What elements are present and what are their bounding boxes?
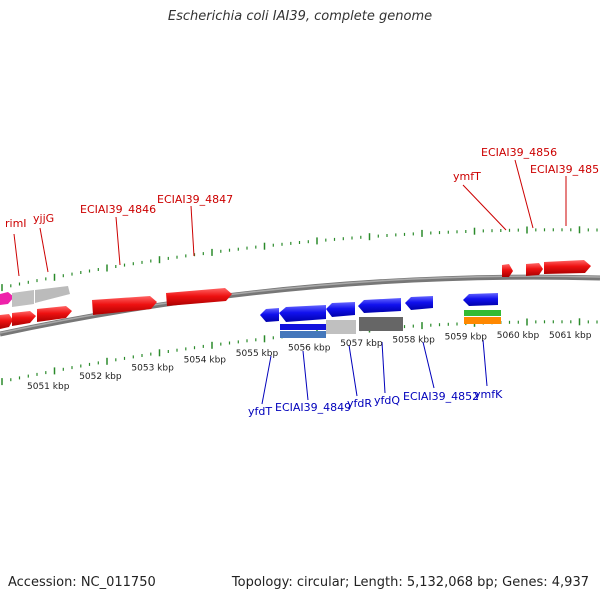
gene-feature[interactable] bbox=[526, 263, 543, 276]
gene-feature[interactable] bbox=[326, 320, 356, 334]
gene-feature[interactable] bbox=[37, 306, 72, 322]
genome-summary-text: Topology: circular; Length: 5,132,068 bp… bbox=[231, 575, 589, 590]
genome-backbone bbox=[0, 274, 600, 337]
scale-label: 5051 kbp bbox=[27, 382, 70, 392]
gene-label[interactable]: yfdR bbox=[347, 397, 372, 410]
gene-feature[interactable] bbox=[326, 302, 355, 317]
reverse-tick-track bbox=[1, 318, 598, 386]
scale-label: 5055 kbp bbox=[236, 349, 279, 359]
scale-label: 5060 kbp bbox=[497, 331, 540, 341]
gene-label[interactable]: yfdT bbox=[248, 405, 272, 418]
scale-labels: 5051 kbp 5052 kbp 5053 kbp 5054 kbp 5055 kbp… bbox=[27, 331, 592, 392]
gene-feature[interactable] bbox=[544, 260, 591, 274]
gene-feature[interactable] bbox=[464, 310, 501, 316]
scale-label: 5061 kbp bbox=[549, 331, 592, 341]
gene-label[interactable]: ECIAI39_4846 bbox=[80, 203, 156, 216]
gene-feature[interactable] bbox=[12, 311, 36, 326]
gene-label[interactable]: ECIAI39_4857 bbox=[530, 163, 600, 176]
scale-label: 5052 kbp bbox=[79, 372, 122, 382]
gene-label[interactable]: yjjG bbox=[33, 212, 54, 225]
gene-feature[interactable] bbox=[12, 290, 34, 307]
page-title: Escherichia coli IAI39, complete genome bbox=[167, 9, 433, 24]
scale-label: 5058 kbp bbox=[392, 335, 435, 345]
gene-label[interactable]: ECIAI39_4852 bbox=[403, 390, 479, 403]
gene-feature[interactable] bbox=[464, 317, 501, 324]
forward-features bbox=[0, 260, 591, 329]
reverse-features bbox=[260, 293, 501, 338]
gene-label[interactable]: yfdQ bbox=[374, 394, 400, 407]
gene-feature[interactable] bbox=[92, 296, 157, 315]
scale-label: 5053 kbp bbox=[131, 363, 174, 373]
scale-label: 5057 kbp bbox=[340, 339, 383, 349]
gene-label[interactable]: ymfT bbox=[453, 170, 481, 183]
scale-label: 5056 kbp bbox=[288, 343, 331, 353]
gene-feature[interactable] bbox=[405, 296, 433, 310]
gene-feature[interactable] bbox=[280, 331, 326, 338]
gene-feature[interactable] bbox=[0, 292, 14, 305]
gene-feature[interactable] bbox=[359, 317, 403, 331]
forward-tick-track bbox=[1, 226, 598, 292]
gene-feature[interactable] bbox=[260, 308, 279, 322]
gene-label[interactable]: ymfK bbox=[474, 388, 503, 401]
gene-label[interactable]: ECIAI39_4849 bbox=[275, 401, 351, 414]
gene-feature[interactable] bbox=[35, 286, 70, 303]
scale-label: 5059 kbp bbox=[445, 333, 488, 343]
gene-label[interactable]: ECIAI39_4847 bbox=[157, 193, 233, 206]
gene-feature[interactable] bbox=[502, 264, 513, 277]
accession-text: Accession: NC_011750 bbox=[8, 575, 156, 590]
forward-labels: rimI yjjG ECIAI39_4846 ECIAI39_4847 ymfT… bbox=[5, 146, 600, 277]
gene-feature[interactable] bbox=[279, 305, 326, 322]
gene-label[interactable]: rimI bbox=[5, 217, 27, 230]
gene-feature[interactable] bbox=[358, 298, 401, 313]
reverse-labels: yfdT ECIAI39_4849 yfdR yfdQ ECIAI39_4852… bbox=[248, 339, 503, 418]
gene-feature[interactable] bbox=[166, 288, 232, 306]
gene-label[interactable]: ECIAI39_4856 bbox=[481, 146, 557, 159]
gene-feature[interactable] bbox=[0, 314, 13, 329]
scale-label: 5054 kbp bbox=[184, 356, 227, 366]
gene-feature[interactable] bbox=[463, 293, 498, 306]
gene-feature[interactable] bbox=[280, 324, 326, 330]
